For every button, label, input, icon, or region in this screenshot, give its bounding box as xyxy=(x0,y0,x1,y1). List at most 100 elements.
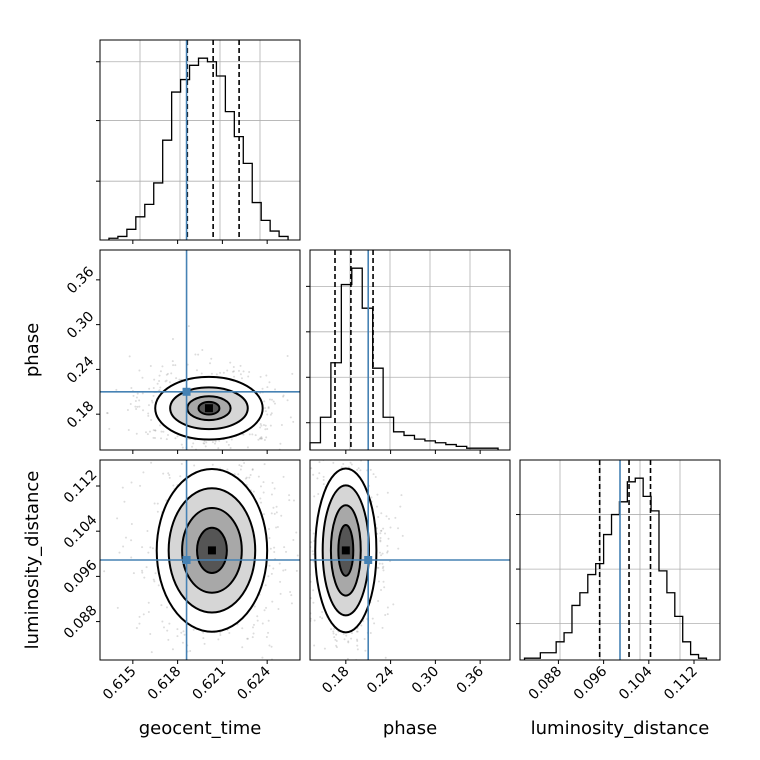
sample-point xyxy=(152,386,155,389)
sample-point xyxy=(292,499,295,502)
sample-point xyxy=(263,463,266,466)
density-peak xyxy=(341,546,350,555)
sample-point xyxy=(292,487,294,489)
sample-point xyxy=(279,592,282,595)
sample-point xyxy=(275,505,278,508)
sample-point xyxy=(130,556,133,559)
sample-point xyxy=(259,375,262,378)
sample-point xyxy=(384,656,387,659)
panel-content xyxy=(279,389,510,660)
sample-point xyxy=(229,447,232,450)
sample-point xyxy=(166,372,169,375)
sample-point xyxy=(380,589,383,592)
y-tick-label-phase: 0.24 xyxy=(64,353,97,386)
sample-point xyxy=(279,469,281,471)
sample-point xyxy=(200,372,203,375)
sample-point xyxy=(297,534,299,536)
sample-point xyxy=(150,399,153,402)
sample-point xyxy=(356,468,359,471)
sample-point xyxy=(305,462,307,464)
sample-point xyxy=(355,452,357,454)
sample-point xyxy=(324,389,326,391)
x-tick-label-phase: 0.24 xyxy=(364,663,397,696)
sample-point xyxy=(203,442,206,445)
sample-point xyxy=(195,369,198,372)
sample-point xyxy=(239,468,242,471)
sample-point xyxy=(267,407,270,410)
sample-point xyxy=(128,355,131,358)
sample-point xyxy=(356,630,359,633)
sample-point xyxy=(162,472,165,475)
sample-point xyxy=(323,647,326,650)
sample-point xyxy=(259,426,262,429)
sample-point xyxy=(259,423,262,426)
sample-point xyxy=(264,424,267,427)
hist-phase xyxy=(306,250,510,450)
sample-point xyxy=(268,528,271,531)
sample-point xyxy=(259,497,262,500)
y-tick-label-phase: 0.36 xyxy=(64,264,97,297)
sample-point xyxy=(257,475,260,478)
sample-point xyxy=(335,646,338,649)
sample-point xyxy=(318,461,321,464)
sample-point xyxy=(260,436,263,439)
sample-point xyxy=(392,603,395,606)
sample-point xyxy=(378,551,381,554)
sample-point xyxy=(196,666,198,668)
sample-point xyxy=(332,632,335,635)
sample-point xyxy=(291,372,294,375)
sample-point xyxy=(360,624,363,627)
sample-point xyxy=(179,475,182,478)
sample-point xyxy=(248,370,251,373)
sample-point xyxy=(147,610,150,613)
sample-point xyxy=(382,580,385,583)
x-axis-label-phase: phase xyxy=(383,718,437,739)
sample-point xyxy=(316,477,319,480)
sample-point xyxy=(154,429,157,432)
sample-point xyxy=(397,547,400,550)
sample-point xyxy=(238,464,241,467)
sample-point xyxy=(386,544,389,547)
sample-point xyxy=(322,483,325,486)
sample-point xyxy=(273,402,276,405)
sample-point xyxy=(334,638,337,641)
sample-point xyxy=(289,591,292,594)
sample-point xyxy=(387,537,390,540)
contour-line xyxy=(181,507,243,594)
sample-point xyxy=(290,602,293,605)
sample-point xyxy=(312,560,315,563)
sample-point xyxy=(146,433,149,436)
sample-point xyxy=(272,400,275,403)
sample-point xyxy=(264,428,267,431)
sample-point xyxy=(312,532,315,535)
x-tick-label-luminosity_distance: 0.112 xyxy=(661,664,701,704)
sample-point xyxy=(347,641,350,644)
sample-point xyxy=(344,456,346,458)
sample-point xyxy=(332,461,335,464)
x-tick-label-geocent_time: 0.624 xyxy=(234,663,274,703)
sample-point xyxy=(172,484,175,487)
sample-point xyxy=(270,493,273,496)
sample-point xyxy=(162,626,165,629)
sample-point xyxy=(262,424,265,427)
sample-point xyxy=(147,412,150,415)
sample-point xyxy=(237,369,240,372)
sample-point xyxy=(167,452,169,454)
sample-point xyxy=(378,435,380,437)
sample-point xyxy=(376,505,379,508)
sample-point xyxy=(275,511,278,514)
sample-point xyxy=(147,551,150,554)
sample-point xyxy=(138,622,141,625)
sample-point xyxy=(153,378,156,381)
sample-point xyxy=(307,492,309,494)
sample-point xyxy=(214,440,217,443)
sample-point xyxy=(269,547,272,550)
sample-point xyxy=(158,424,161,427)
sample-point xyxy=(165,499,168,502)
sample-point xyxy=(178,437,180,439)
sample-point xyxy=(306,497,308,499)
sample-point xyxy=(201,348,204,351)
contour-line xyxy=(169,386,249,431)
sample-point xyxy=(342,454,344,456)
sample-point xyxy=(219,457,221,459)
